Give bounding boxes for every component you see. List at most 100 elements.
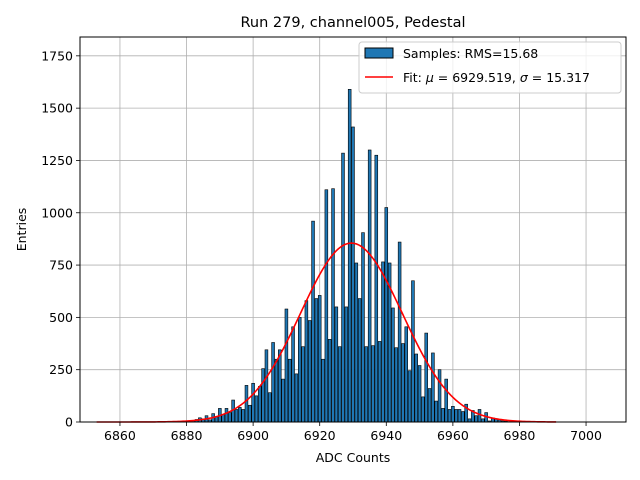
x-tick-label: 6980 [504, 428, 536, 443]
histogram-bar [291, 326, 295, 423]
x-tick-label: 6880 [171, 428, 203, 443]
histogram-bar [324, 189, 329, 423]
histogram-bar [327, 339, 332, 423]
histogram-bar [311, 220, 315, 423]
x-tick-label: 6920 [304, 428, 336, 443]
histogram-bar [461, 411, 465, 423]
histogram-bar [288, 358, 292, 423]
histogram-bar [404, 326, 408, 423]
histogram-bar [444, 378, 448, 423]
histogram-bar [341, 152, 345, 423]
histogram-bar [321, 358, 325, 423]
histogram-bar [437, 369, 442, 423]
histogram-bar [281, 378, 285, 423]
histogram-bar [417, 365, 422, 423]
plot-area: 6860 6880 6900 6920 6940 6960 6980 7000 0 250 500… [41, 36, 627, 443]
histogram-bar [374, 154, 379, 423]
legend-mu-value: 6929.519 [452, 70, 512, 85]
histogram-bar [337, 346, 342, 423]
histogram-bar [421, 396, 425, 423]
y-tick-label: 0 [65, 415, 73, 430]
y-axis-label: Entries [14, 208, 29, 252]
histogram-bar [301, 346, 305, 423]
histogram-bar [344, 306, 349, 423]
histogram-bar [424, 332, 428, 423]
legend-fit-prefix: Fit: [403, 70, 426, 85]
histogram-bar [248, 404, 252, 423]
histogram-bar [271, 342, 275, 423]
histogram-bar [457, 409, 462, 423]
x-tick-label: 6900 [237, 428, 269, 443]
histogram-bar [434, 400, 438, 423]
histogram-bar [261, 368, 265, 423]
histogram-bar [441, 408, 445, 423]
histogram-bar [377, 341, 382, 423]
y-tick-label: 1500 [41, 101, 73, 116]
histogram-bar [451, 406, 455, 423]
histogram-bar [391, 307, 395, 423]
histogram-bar [284, 308, 289, 423]
histogram-bar [367, 149, 372, 423]
legend-mu-symbol: μ [425, 70, 434, 85]
legend-sigma-value: 15.317 [546, 70, 590, 85]
x-tick-label: 6860 [104, 428, 136, 443]
y-tick-label: 1750 [41, 48, 73, 63]
histogram-bar [427, 388, 432, 423]
y-tick-label: 1000 [41, 205, 73, 220]
histogram-bar [241, 409, 245, 423]
histogram-bar [244, 385, 249, 423]
y-tick-label: 500 [49, 310, 73, 325]
histogram-bar [371, 345, 375, 423]
histogram-bar [307, 320, 312, 423]
y-tick-label: 750 [49, 258, 73, 273]
histogram-bar [258, 386, 262, 423]
x-axis-ticks: 6860 6880 6900 6920 6940 6960 6980 7000 [104, 422, 602, 443]
histogram-bar [361, 232, 365, 423]
histogram-bar [381, 261, 385, 423]
histogram-bar [411, 280, 415, 423]
histogram-bar [278, 349, 282, 423]
histogram-bar [224, 408, 229, 423]
legend-histogram-swatch [364, 47, 394, 59]
histogram-bar [454, 409, 458, 423]
histogram-bar [414, 353, 418, 423]
histogram-bar [351, 126, 355, 423]
x-tick-label: 6940 [370, 428, 402, 443]
histogram-bar [431, 352, 435, 423]
histogram-bar [254, 395, 259, 423]
histogram-bar [268, 392, 272, 423]
histogram-bar [394, 347, 399, 423]
histogram-bar [447, 409, 452, 423]
histogram-bar [384, 207, 389, 423]
x-tick-label: 6960 [437, 428, 469, 443]
x-axis-label: ADC Counts [316, 450, 391, 465]
histogram-bar [221, 414, 225, 423]
histogram-bar [347, 89, 352, 423]
histogram-bar [274, 358, 279, 423]
x-tick-label: 7000 [570, 428, 602, 443]
y-tick-label: 1250 [41, 153, 73, 168]
histogram-bar [314, 298, 319, 423]
histogram-bar [477, 409, 482, 423]
histogram-bar [331, 188, 335, 423]
chart-title: Run 279, channel005, Pedestal [240, 15, 465, 31]
y-tick-label: 250 [49, 362, 73, 377]
histogram-bar [238, 407, 242, 423]
histogram-bar [317, 295, 322, 423]
histogram-bar [228, 412, 232, 423]
plot-frame [79, 36, 627, 423]
legend-box [358, 41, 622, 94]
y-axis-ticks: 0 250 500 750 1000 1250 1500 1750 [41, 48, 80, 430]
legend: Samples: RMS=15.68 Fit: μ = 6929.519, σ … [358, 41, 622, 94]
histogram-bar [474, 415, 478, 423]
histogram-bar [294, 373, 299, 423]
histogram-bar [334, 306, 339, 423]
histogram-bar [264, 349, 269, 423]
legend-histogram-label: Samples: RMS=15.68 [403, 46, 538, 61]
histogram-bar [357, 298, 362, 423]
histogram-bar [364, 346, 369, 423]
histogram-bar [304, 300, 309, 423]
histogram-bar [251, 382, 255, 423]
histogram-bar [397, 241, 402, 423]
